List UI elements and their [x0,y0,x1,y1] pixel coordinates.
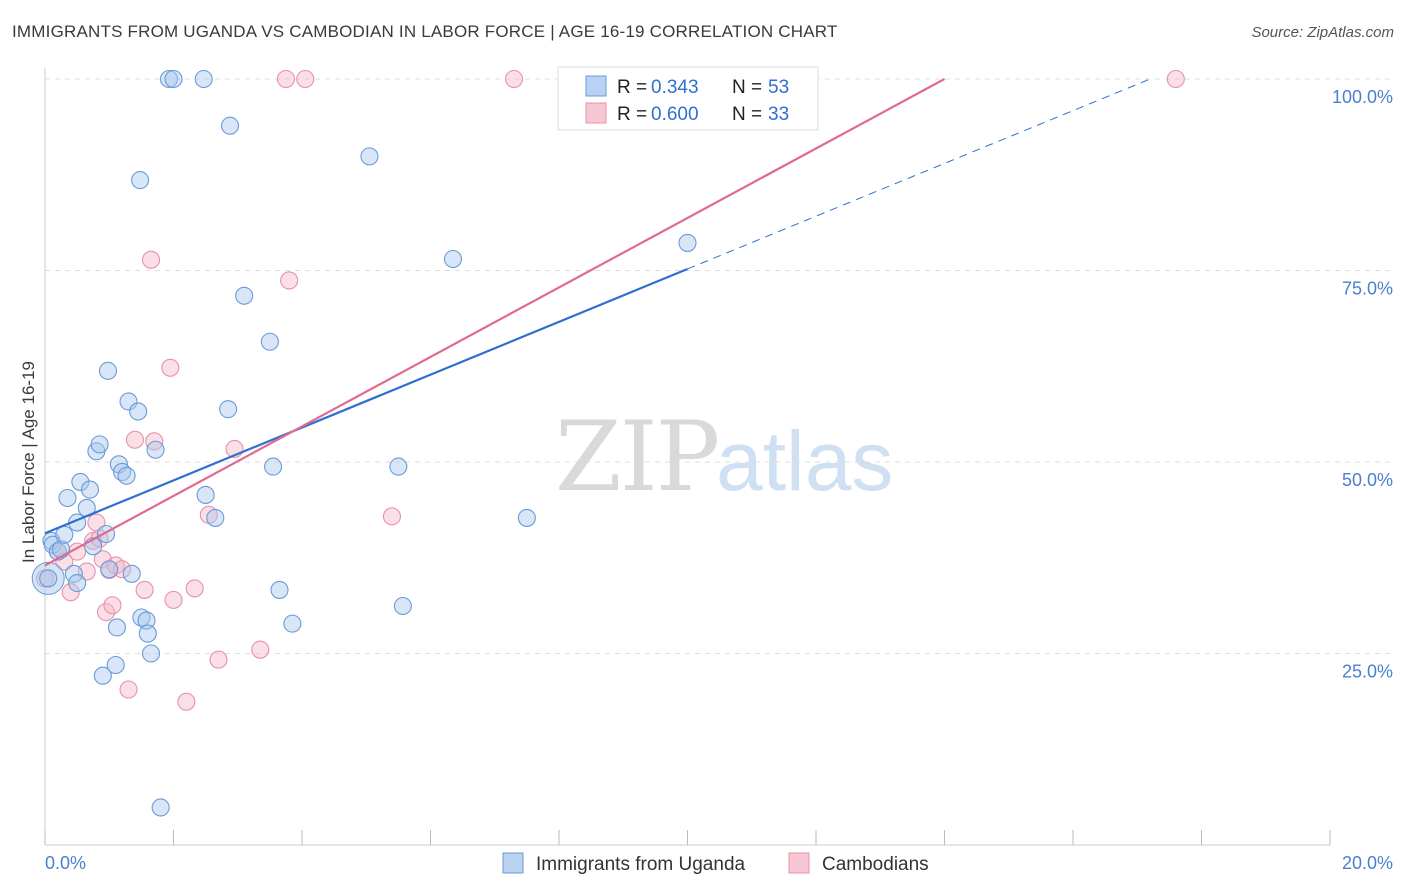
data-point [113,560,132,579]
x-tick-labels: 0.0% 20.0% [45,853,1393,873]
data-point [517,508,536,527]
legend-n-label: N = [732,77,762,98]
data-point [137,611,156,630]
data-point [251,640,270,659]
data-point [235,286,254,305]
y-axis-title: In Labor Force | Age 16-19 [19,361,38,563]
y-tick-labels: 25.0% 50.0% 75.0% 100.0% [1332,87,1393,682]
data-point [96,603,116,622]
data-point [146,440,165,459]
data-point [1166,69,1185,89]
data-point [280,271,299,290]
data-point [98,361,118,380]
x-tick-label-min: 0.0% [45,853,86,873]
data-point [264,457,283,476]
data-point [61,583,80,602]
y-tick-label: 25.0% [1342,662,1393,682]
y-tick-label: 75.0% [1342,279,1393,299]
data-point [164,590,183,609]
chart-title: IMMIGRANTS FROM UGANDA VS CAMBODIAN IN L… [12,22,838,41]
data-point [360,147,379,166]
data-point [138,624,157,643]
data-point [141,644,161,663]
data-point [135,580,154,599]
y-tick-label: 100.0% [1332,87,1393,107]
bottom-legend-label: Cambodians [822,854,929,875]
data-point [209,650,228,669]
data-point [164,69,183,89]
data-point [389,457,408,476]
data-point [68,573,87,593]
data-point [90,435,109,454]
legend-n-label: N = [732,104,762,125]
data-point [260,332,279,351]
data-point [107,618,127,637]
data-point [119,680,138,699]
bottom-legend-swatch [502,852,524,874]
uganda-trend-line [44,267,688,535]
data-point [106,655,125,675]
grid-lines [45,78,1390,654]
data-point [125,430,144,449]
data-point [159,69,179,89]
data-point [80,480,100,499]
data-point [131,171,150,190]
y-tick-label: 50.0% [1342,470,1393,490]
data-point [129,402,148,421]
uganda-points [31,69,697,817]
data-point [443,249,463,269]
source-credit: Source: ZipAtlas.com [1251,24,1394,41]
x-tick-label-max: 20.0% [1342,853,1393,873]
bottom-legend: Immigrants from Uganda Cambodians [502,852,929,875]
legend-r-value: 0.600 [651,104,699,125]
data-point [71,472,90,491]
legend-r-label: R = [617,104,647,125]
data-point [177,692,196,711]
axes [44,68,1331,846]
y-axis-label: In Labor Force | Age 16-19 [19,361,38,563]
data-point [117,466,136,485]
bottom-legend-label: Immigrants from Uganda [536,854,746,875]
bottom-legend-swatch [788,852,810,874]
data-point [151,798,170,817]
data-point [206,508,225,527]
data-point [194,69,213,89]
watermark-zip: ZIP [555,401,718,513]
data-point [93,666,112,685]
data-point [161,358,180,377]
data-point [220,116,240,135]
data-point [276,69,295,89]
data-point [219,400,238,419]
legend-n-value: 53 [768,77,789,98]
data-point [270,580,289,599]
watermark-atlas: atlas [716,414,893,508]
legend-r-value: 0.343 [651,77,699,98]
data-point [382,507,402,526]
data-point [119,392,138,411]
data-point [393,596,412,616]
legend-swatch [585,102,607,124]
data-point [678,233,697,252]
data-point [103,596,122,615]
data-point [122,564,141,583]
trend-lines [44,78,1151,567]
data-point [132,608,151,627]
legend-r-label: R = [617,77,647,98]
data-point [296,69,315,89]
data-point [283,614,302,633]
legend-n-value: 33 [768,104,789,125]
cambodians-points [35,69,1185,711]
data-point [185,579,204,598]
legend-swatch [585,75,607,97]
data-point [100,560,119,579]
legend: R = 0.343 N = 53 R = 0.600 N = 33 [557,66,819,131]
data-point [196,485,215,504]
data-point [58,488,77,508]
cambodians-trend-line [44,78,946,567]
data-point [504,69,524,89]
data-point [39,569,58,588]
data-point [141,250,161,269]
